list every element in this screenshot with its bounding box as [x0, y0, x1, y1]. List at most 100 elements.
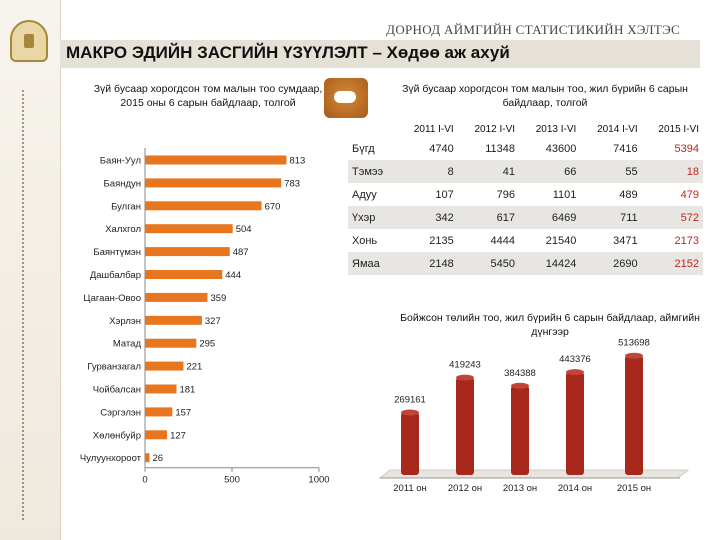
table-cell: 711 [620, 211, 638, 224]
hbar-category-label: Баянтүмэн [93, 247, 141, 258]
vertical-script-decoration [22, 90, 38, 520]
hbar-bar [145, 224, 233, 234]
vbar-value-label: 269161 [394, 395, 426, 406]
table-cell: 617 [496, 211, 516, 224]
table-col-header: 2013 I-VI [535, 124, 577, 135]
hbar-bar [145, 384, 177, 394]
hbar-bar [145, 407, 173, 417]
table-cell: 572 [680, 211, 699, 224]
hbar-value-label: 813 [289, 156, 305, 167]
table-row-label: Бүгд [352, 142, 375, 155]
table-cell: 796 [496, 188, 516, 201]
table-row: Бүгд 4740 11348 43600 7416 5394 [348, 137, 703, 160]
hbar-bar [145, 178, 282, 188]
vbar-category-label: 2013 он [503, 483, 537, 494]
vbar-bar-top [456, 374, 474, 381]
table-cell: 6469 [551, 211, 577, 224]
hbar-bar [145, 430, 168, 440]
vbar-category-label: 2014 он [558, 483, 592, 494]
table-cell: 342 [435, 211, 454, 224]
hbar-category-label: Хөлөнбуйр [93, 430, 141, 441]
table-cell: 2690 [613, 257, 638, 270]
hbar-value-label: 487 [233, 247, 249, 258]
table-row-label: Адуу [352, 188, 377, 201]
hbar-bar [145, 338, 197, 348]
table-cell: 489 [619, 188, 638, 201]
hbar-value-label: 444 [225, 270, 241, 281]
hbar-bar [145, 247, 230, 257]
hbar-bar [145, 361, 184, 371]
table-cell: 66 [564, 165, 577, 178]
hbar-value-label: 295 [199, 339, 215, 350]
table-cell: 4740 [429, 142, 454, 155]
sheep-icon [324, 78, 368, 118]
page-title: МАКРО ЭДИЙН ЗАСГИЙН ҮЗҮҮЛЭЛТ – Хөдөө аж … [66, 43, 510, 62]
vbar-bar [401, 412, 419, 475]
hbar-bar [145, 270, 223, 279]
hbar-value-label: 221 [186, 362, 202, 373]
table-cell: 43600 [545, 142, 577, 155]
hbar-category-label: Баян-Уул [100, 156, 141, 167]
table-cell: 3471 [613, 234, 638, 247]
agency-name: ДОРНОД АЙМГИЙН СТАТИСТИКИЙН ХЭЛТЭС [386, 22, 680, 37]
table-row-label: Хонь [352, 234, 378, 247]
hbar-value-label: 783 [284, 178, 300, 189]
hbar-value-label: 504 [236, 224, 252, 235]
table-col-header: 2014 I-VI [597, 124, 638, 135]
table-row: Ямаа 2148 5450 14424 2690 2152 [348, 252, 703, 275]
table-cell: 14424 [545, 257, 577, 270]
vbar-bar-top [511, 382, 529, 389]
x-tick-label: 0 [142, 475, 147, 486]
hbar-bar [145, 315, 202, 325]
hbar-chart-title: Зүй бусаар хорогдсон том малын тоо сумда… [93, 83, 323, 109]
hbar-category-label: Булган [111, 201, 141, 212]
vbar-bar-top [566, 369, 584, 376]
hbar-category-label: Чойбалсан [93, 385, 141, 396]
table-cell: 2173 [674, 234, 699, 247]
hbar-value-label: 127 [170, 430, 186, 441]
table-cell: 107 [435, 188, 454, 201]
vbar-category-label: 2015 он [617, 483, 651, 494]
hbar-category-label: Гурванзагал [87, 362, 141, 373]
hbar-category-label: Цагаан-Овоо [83, 293, 141, 304]
table-cell: 21540 [545, 234, 577, 247]
table-cell: 7416 [613, 142, 638, 155]
vbar-bar-top [401, 409, 419, 416]
vbar-value-label: 419243 [449, 360, 481, 371]
vbar-bar [456, 377, 474, 475]
table-row-label: Ямаа [352, 257, 380, 270]
vbar-chart-title: Бойжсон төлийн тоо, жил бүрийн 6 сарын б… [400, 312, 700, 338]
hbar-bar [145, 201, 262, 211]
title-bar [60, 40, 700, 68]
vbar-value-label: 384388 [504, 368, 536, 379]
left-sidebar [0, 0, 61, 540]
vbar-bar [511, 385, 529, 475]
table-col-header: 2015 I-VI [658, 124, 699, 135]
table-cell: 479 [680, 188, 699, 201]
hbar-category-label: Дашбалбар [90, 270, 141, 281]
hbar-category-label: Баяндун [104, 178, 141, 189]
table-cell: 18 [686, 165, 699, 178]
hbar-value-label: 26 [153, 453, 164, 464]
hbar-category-label: Хэрлэн [109, 316, 141, 327]
table-row: Тэмээ 8 41 66 55 18 [348, 160, 703, 183]
hbar-bar [145, 453, 150, 463]
table-cell: 1101 [552, 188, 577, 201]
table-row: Үхэр 342 617 6469 711 572 [348, 206, 703, 229]
table-cell: 55 [625, 165, 638, 178]
hbar-value-label: 359 [210, 293, 226, 304]
table-row: Хонь 2135 4444 21540 3471 2173 [348, 229, 703, 252]
emblem-icon [10, 20, 48, 62]
table-row-label: Тэмээ [352, 165, 384, 178]
x-tick-label: 1000 [308, 475, 329, 486]
table-row: Адуу 107 796 1101 489 479 [348, 183, 703, 206]
table-cell: 5450 [490, 257, 516, 270]
vbar-category-label: 2011 он [393, 483, 427, 494]
table-cell: 5394 [674, 142, 699, 155]
hbar-value-label: 157 [175, 407, 191, 418]
vbar-value-label: 443376 [559, 354, 591, 365]
vbar-bar-top [625, 352, 643, 359]
hbar-bar [145, 155, 287, 165]
table-cell: 11348 [485, 142, 516, 155]
